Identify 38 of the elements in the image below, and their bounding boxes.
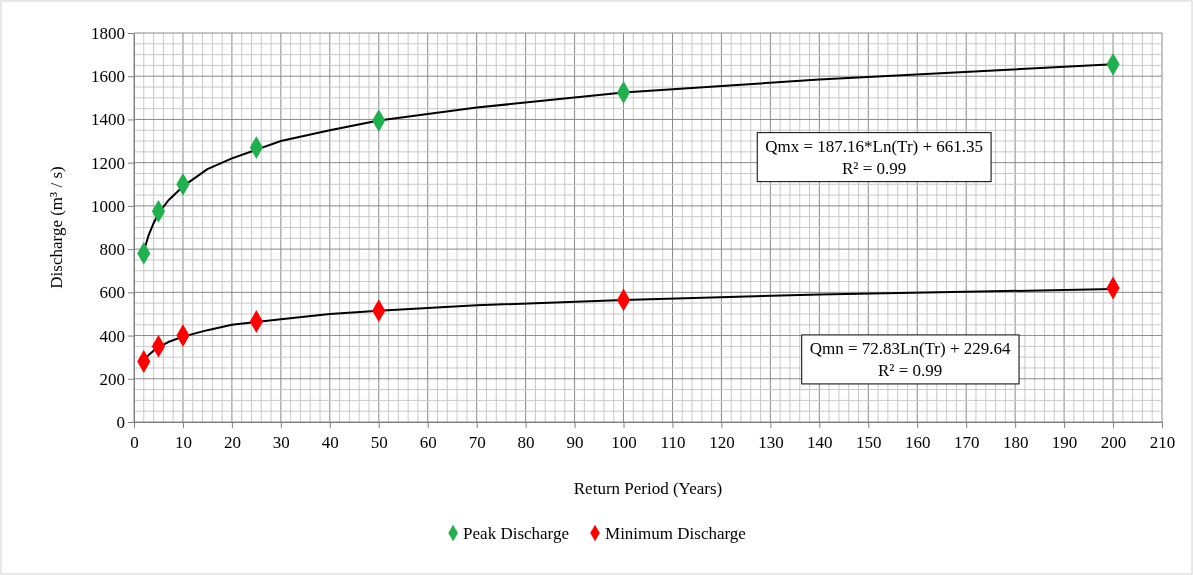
x-tick-label: 60 [419,433,437,452]
x-tick-label: 210 [1149,433,1176,452]
x-tick-label: 120 [709,433,735,452]
x-tick-label: 150 [856,433,882,452]
annotation: Qmx = 187.16*Ln(Tr) + 661.35 R² = 0.99 [765,136,984,178]
x-tick-label: 70 [468,433,486,452]
x-tick-label: 130 [758,433,784,452]
x-tick-label: 90 [566,433,584,452]
y-tick-label: 1800 [91,23,125,43]
x-axis-title: Return Period (Years) [573,479,723,498]
x-tick-label: 30 [272,433,290,452]
x-tick-label: 160 [904,433,931,452]
x-tick-label: 40 [321,433,339,452]
x-tick-label: 80 [517,433,535,452]
y-tick-label: 200 [99,369,125,389]
x-tick-label: 0 [130,433,139,452]
legend-label: Peak Discharge [463,523,570,543]
annotation: Qmn = 72.83Ln(Tr) + 229.64 R² = 0.99 [809,338,1012,380]
x-tick-label: 140 [807,433,833,452]
y-tick-label: 400 [99,326,125,346]
y-tick-label: 600 [99,283,125,303]
y-tick-label: 0 [116,412,125,432]
y-tick-label: 1000 [91,196,125,216]
x-tick-label: 100 [611,433,637,452]
x-tick-label: 110 [660,433,686,452]
x-tick-label: 180 [1002,433,1029,452]
x-tick-label: 200 [1100,433,1127,452]
x-tick-label: 170 [953,433,980,452]
x-tick-label: 50 [370,433,388,452]
y-tick-label: 1600 [91,67,125,87]
y-tick-label: 1200 [91,153,125,173]
x-tick-label: 20 [223,433,241,452]
x-tick-label: 10 [174,433,192,452]
legend-label: Minimum Discharge [605,523,746,543]
x-tick-label: 190 [1051,433,1078,452]
y-tick-label: 1400 [91,110,125,130]
y-axis-title: Discharge (m³ / s) [47,166,66,289]
y-tick-label: 800 [99,240,125,260]
